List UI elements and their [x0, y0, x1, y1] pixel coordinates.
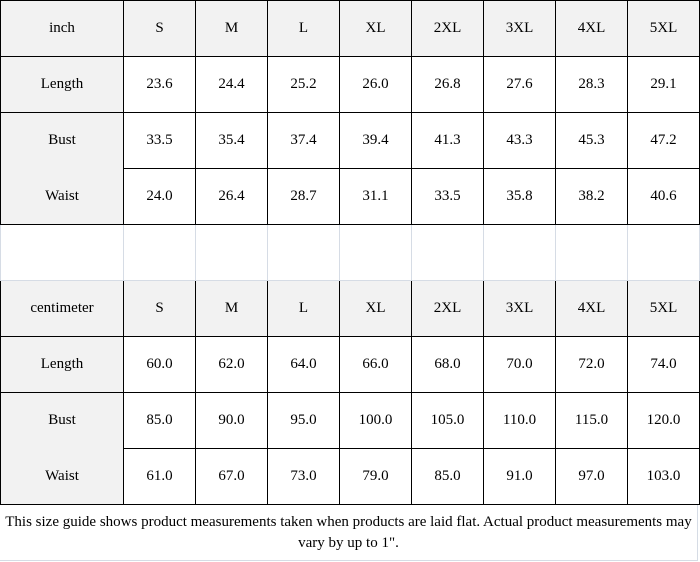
measurement-value: 47.2: [627, 112, 700, 169]
measurement-value: 66.0: [339, 336, 412, 393]
measurement-value: 29.1: [627, 56, 700, 113]
size-header: 4XL: [555, 0, 628, 57]
measurement-value: 74.0: [627, 336, 700, 393]
spacer-cell: [267, 224, 340, 281]
spacer-cell: [411, 224, 484, 281]
measurement-value: 45.3: [555, 112, 628, 169]
measurement-value: 68.0: [411, 336, 484, 393]
measurement-value: 115.0: [555, 392, 628, 449]
table-row: Waist 24.0 26.4 28.7 31.1 33.5 35.8 38.2 40.6: [0, 168, 700, 225]
measurement-value: 73.0: [267, 448, 340, 505]
measurement-value: 64.0: [267, 336, 340, 393]
measurement-value: 67.0: [195, 448, 268, 505]
measurement-value: 62.0: [195, 336, 268, 393]
measurement-value: 85.0: [411, 448, 484, 505]
measurement-value: 24.0: [123, 168, 196, 225]
size-header: 2XL: [411, 280, 484, 337]
measurement-value: 26.8: [411, 56, 484, 113]
size-header: S: [123, 0, 196, 57]
spacer-row: [0, 224, 700, 281]
table-row: Waist 61.0 67.0 73.0 79.0 85.0 91.0 97.0 103.0: [0, 448, 700, 505]
size-header: L: [267, 280, 340, 337]
header-row: centimeter S M L XL 2XL 3XL 4XL 5XL: [0, 280, 700, 337]
header-row: inch S M L XL 2XL 3XL 4XL 5XL: [0, 0, 700, 57]
measurement-value: 90.0: [195, 392, 268, 449]
size-header: XL: [339, 280, 412, 337]
measurement-value: 100.0: [339, 392, 412, 449]
measurement-value: 39.4: [339, 112, 412, 169]
spacer-cell: [0, 224, 124, 281]
measurement-value: 28.7: [267, 168, 340, 225]
measurement-value: 103.0: [627, 448, 700, 505]
measurement-value: 26.4: [195, 168, 268, 225]
measurement-value: 27.6: [483, 56, 556, 113]
size-header: XL: [339, 0, 412, 57]
spacer-cell: [627, 224, 700, 281]
measurement-value: 79.0: [339, 448, 412, 505]
size-guide-note: This size guide shows product measuremen…: [0, 505, 698, 561]
measurement-value: 38.2: [555, 168, 628, 225]
measurement-value: 25.2: [267, 56, 340, 113]
spacer-cell: [555, 224, 628, 281]
measurement-value: 43.3: [483, 112, 556, 169]
spacer-cell: [195, 224, 268, 281]
table-row: Length 23.6 24.4 25.2 26.0 26.8 27.6 28.3 29.1: [0, 56, 700, 113]
measurement-value: 37.4: [267, 112, 340, 169]
measurement-value: 60.0: [123, 336, 196, 393]
measurement-value: 23.6: [123, 56, 196, 113]
measurement-value: 35.8: [483, 168, 556, 225]
size-header: 5XL: [627, 0, 700, 57]
measurement-value: 110.0: [483, 392, 556, 449]
measurement-value: 105.0: [411, 392, 484, 449]
unit-header: inch: [0, 0, 124, 57]
measurement-value: 70.0: [483, 336, 556, 393]
measurement-value: 28.3: [555, 56, 628, 113]
measurement-label: Waist: [0, 448, 124, 505]
table-row: Bust 85.0 90.0 95.0 100.0 105.0 110.0 115.0 120.…: [0, 392, 700, 449]
measurement-value: 33.5: [123, 112, 196, 169]
size-header: 4XL: [555, 280, 628, 337]
measurement-value: 120.0: [627, 392, 700, 449]
spacer-cell: [123, 224, 196, 281]
measurement-value: 33.5: [411, 168, 484, 225]
size-header: M: [195, 0, 268, 57]
measurement-value: 41.3: [411, 112, 484, 169]
measurement-label: Length: [0, 336, 124, 393]
measurement-value: 24.4: [195, 56, 268, 113]
unit-header: centimeter: [0, 280, 124, 337]
spacer-cell: [483, 224, 556, 281]
measurement-value: 97.0: [555, 448, 628, 505]
measurement-value: 72.0: [555, 336, 628, 393]
measurement-label: Length: [0, 56, 124, 113]
measurement-value: 35.4: [195, 112, 268, 169]
size-chart: inch S M L XL 2XL 3XL 4XL 5XL Length 23.6 24.4 25.2 2…: [0, 0, 700, 505]
measurement-label: Bust: [0, 112, 124, 169]
size-header: 2XL: [411, 0, 484, 57]
measurement-value: 91.0: [483, 448, 556, 505]
measurement-value: 85.0: [123, 392, 196, 449]
size-header: 3XL: [483, 280, 556, 337]
size-header: 3XL: [483, 0, 556, 57]
spacer-cell: [339, 224, 412, 281]
size-header: L: [267, 0, 340, 57]
measurement-label: Waist: [0, 168, 124, 225]
measurement-value: 26.0: [339, 56, 412, 113]
size-header: S: [123, 280, 196, 337]
measurement-value: 31.1: [339, 168, 412, 225]
size-header: 5XL: [627, 280, 700, 337]
measurement-value: 61.0: [123, 448, 196, 505]
measurement-value: 40.6: [627, 168, 700, 225]
table-row: Bust 33.5 35.4 37.4 39.4 41.3 43.3 45.3 47.2: [0, 112, 700, 169]
measurement-label: Bust: [0, 392, 124, 449]
size-header: M: [195, 280, 268, 337]
table-row: Length 60.0 62.0 64.0 66.0 68.0 70.0 72.0 74.0: [0, 336, 700, 393]
measurement-value: 95.0: [267, 392, 340, 449]
